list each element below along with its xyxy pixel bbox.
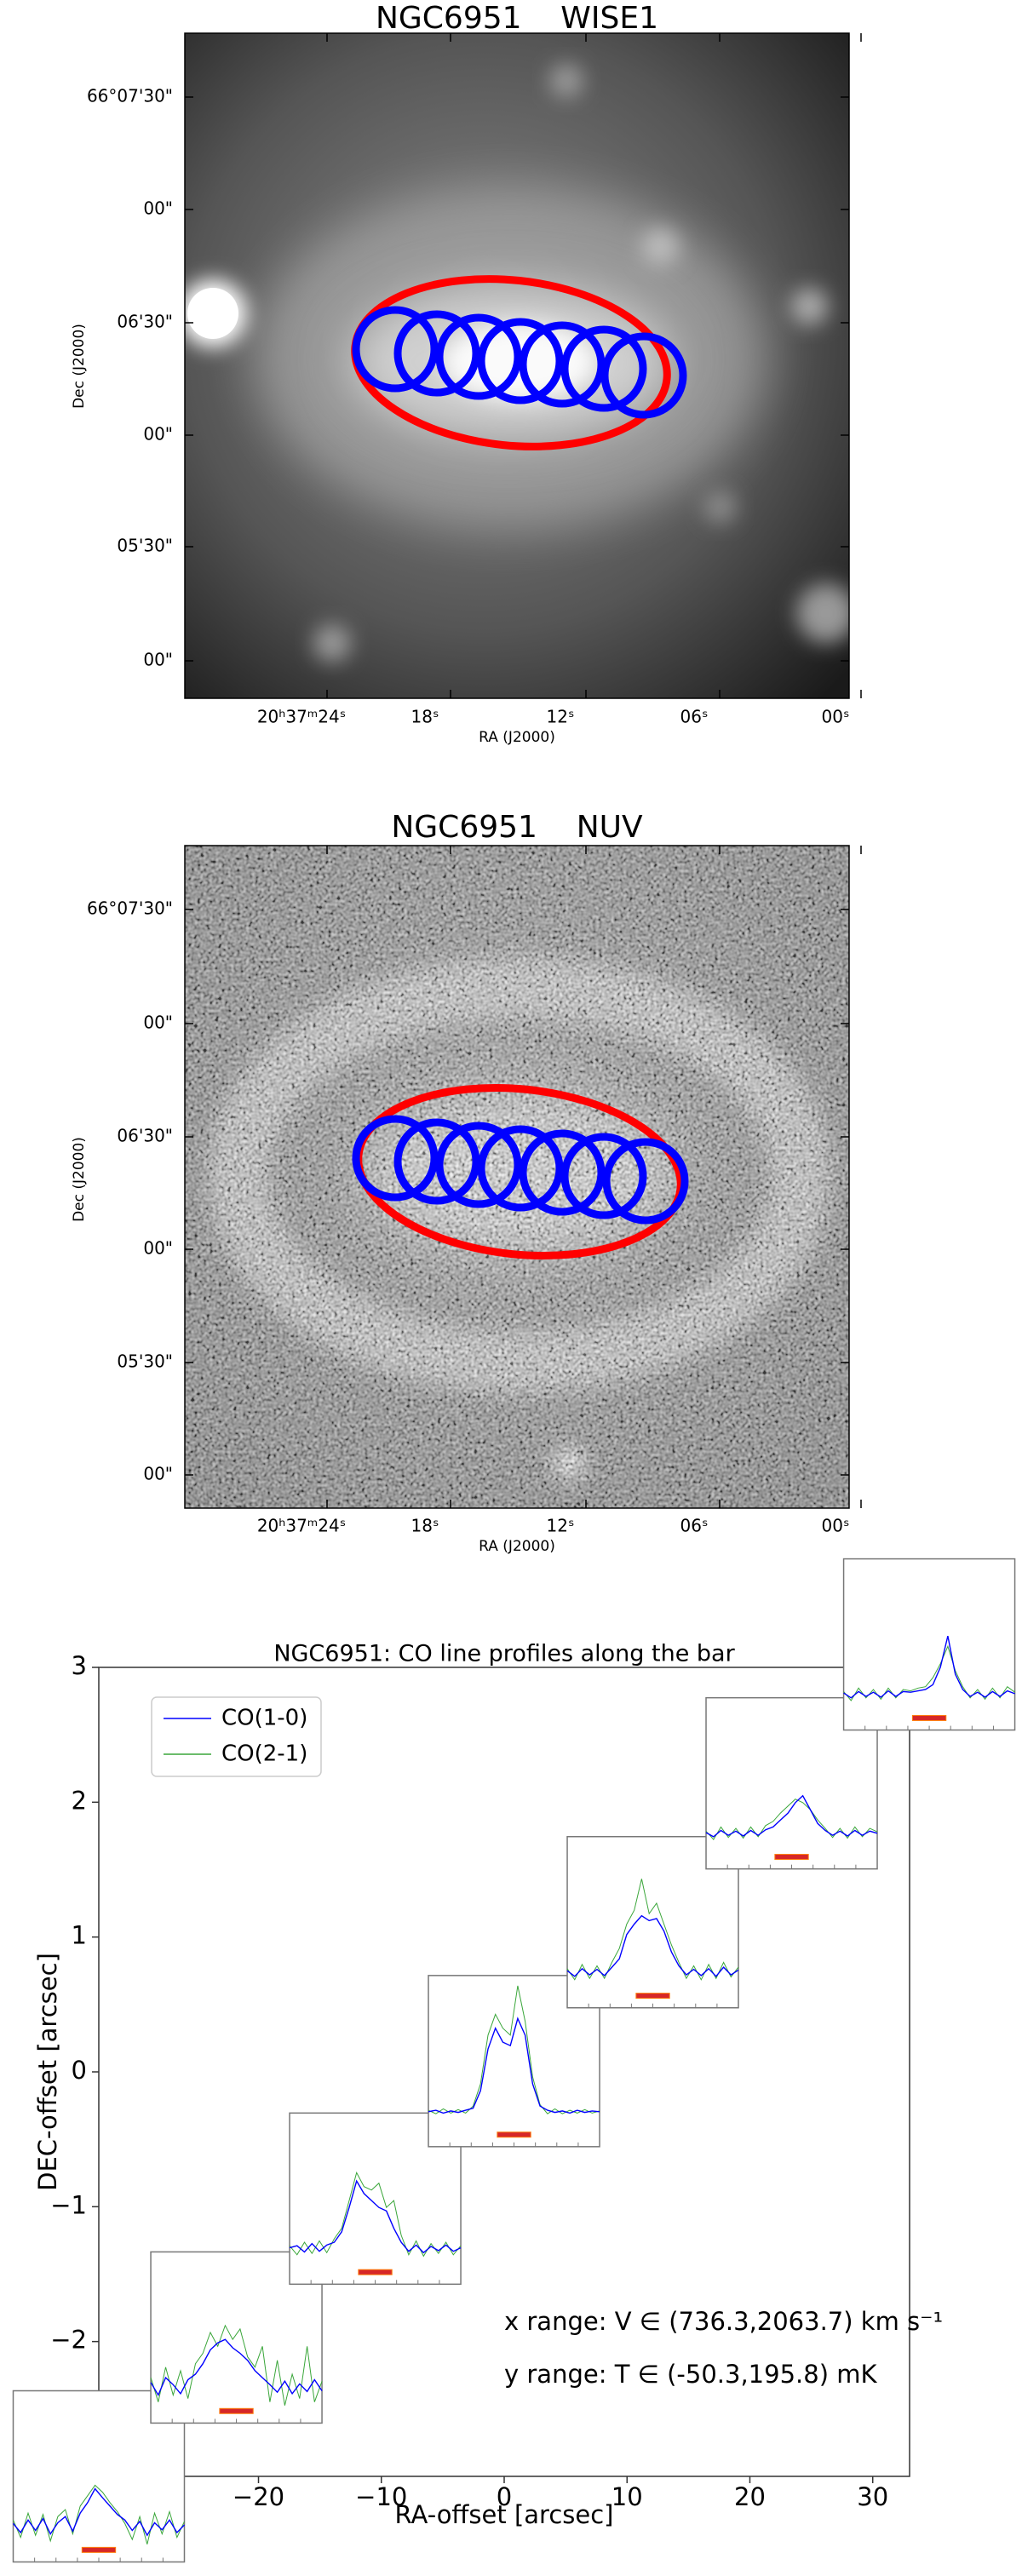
spectrum <box>566 1914 739 1977</box>
y-tick-label: 0 <box>72 2056 87 2085</box>
frame <box>184 845 850 1509</box>
chart-title: NGC6951: CO line profiles along the bar <box>273 1641 735 1667</box>
inset-box <box>842 1558 1016 1731</box>
x-axis-label: RA (J2000) <box>479 729 555 746</box>
x-tick-label: −20 <box>233 2482 284 2511</box>
annotation: x range: V ∈ (736.3,2063.7) km s⁻¹ <box>504 2307 943 2336</box>
y-tick-label: 00" <box>143 1238 173 1259</box>
legend-label: CO(2-1) <box>221 1741 307 1767</box>
y-tick-label: 00" <box>143 1464 173 1484</box>
velocity-bar <box>81 2546 117 2553</box>
spectrum <box>13 2484 185 2544</box>
annotation: y range: T ∈ (-50.3,195.8) mK <box>504 2360 877 2389</box>
x-tick-label: 18ˢ <box>411 1516 439 1536</box>
y-tick-label: 3 <box>72 1651 87 1680</box>
spectrum <box>566 1879 739 1981</box>
spectrum <box>12 2487 186 2537</box>
x-tick-label: 20 <box>734 2482 766 2511</box>
x-tick-label: 10 <box>611 2482 643 2511</box>
spectrum <box>289 2179 462 2254</box>
spectrum <box>289 2172 462 2258</box>
legend-box <box>151 1696 322 1777</box>
x-tick-label: 06ˢ <box>680 707 709 727</box>
y-tick-label: 1 <box>72 1921 87 1950</box>
y-tick-label: 05'30" <box>117 1351 173 1372</box>
velocity-bar <box>911 1714 947 1721</box>
image-title: NGC6951 WISE1 <box>376 1 658 36</box>
x-axis-label: RA (J2000) <box>479 1538 555 1555</box>
spectrum <box>843 1644 1015 1701</box>
x-axis-label: RA-offset [arcsec] <box>395 2500 614 2529</box>
spectrum <box>428 2017 600 2114</box>
y-tick-label: 06'30" <box>117 312 173 332</box>
y-axis-label: DEC-offset [arcsec] <box>33 1953 62 2191</box>
velocity-bar <box>635 1993 670 1999</box>
x-tick-label: 0 <box>497 2482 512 2511</box>
y-tick-label: 00" <box>143 198 173 219</box>
y-tick-label: 00" <box>143 650 173 670</box>
frame <box>184 32 850 699</box>
y-tick-label: 66°07'30" <box>87 86 173 106</box>
y-tick-label: 05'30" <box>117 536 173 556</box>
spectrum <box>150 2324 323 2406</box>
velocity-bar <box>358 2269 393 2275</box>
velocity-bar <box>219 2407 254 2414</box>
x-tick-label: 00ˢ <box>822 707 850 727</box>
image-title: NGC6951 NUV <box>391 810 643 845</box>
wise-image <box>185 33 849 698</box>
x-tick-label: 30 <box>857 2482 888 2511</box>
x-tick-label: 12ˢ <box>547 707 575 727</box>
y-tick-label: 66°07'30" <box>87 898 173 919</box>
nuv-image <box>185 846 849 1508</box>
velocity-bar <box>497 2131 531 2138</box>
y-tick-label: 00" <box>143 1013 173 1033</box>
x-tick-label: 18ˢ <box>411 707 439 727</box>
x-tick-label: 12ˢ <box>547 1516 575 1536</box>
y-axis-label: Dec (J2000) <box>71 1137 88 1222</box>
velocity-bar <box>774 1854 809 1861</box>
spectrum <box>843 1635 1015 1699</box>
y-tick-label: 2 <box>72 1786 87 1815</box>
y-tick-label: −1 <box>50 2190 87 2219</box>
x-tick-label: 20ʰ37ᵐ24ˢ <box>257 1516 346 1536</box>
spectrum <box>705 1799 878 1840</box>
x-tick-label: 00ˢ <box>822 1516 850 1536</box>
inset <box>842 1558 1016 1731</box>
spectrum <box>705 1794 878 1838</box>
spectrum <box>150 2338 323 2397</box>
spectrum <box>428 1985 600 2114</box>
legend-label: CO(1-0) <box>221 1706 307 1731</box>
y-tick-label: −2 <box>50 2326 87 2355</box>
y-tick-label: 00" <box>143 424 173 445</box>
x-tick-label: −10 <box>355 2482 407 2511</box>
x-tick-label: 20ʰ37ᵐ24ˢ <box>257 707 346 727</box>
y-axis-label: Dec (J2000) <box>71 324 88 409</box>
x-tick-label: 06ˢ <box>680 1516 709 1536</box>
y-tick-label: 06'30" <box>117 1126 173 1146</box>
